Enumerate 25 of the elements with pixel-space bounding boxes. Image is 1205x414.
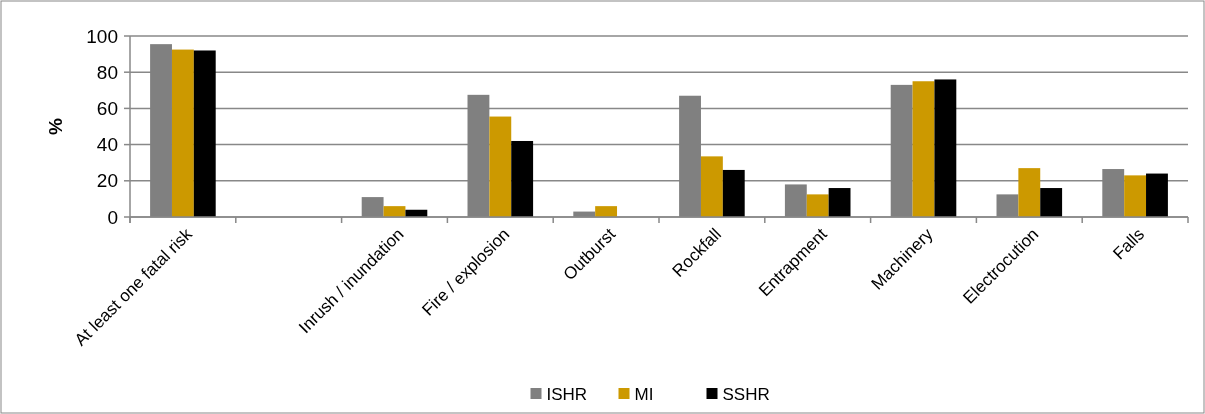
bar [489,116,512,217]
y-tick-label: 40 [96,134,118,156]
bar [193,50,216,217]
legend-label: ISHR [546,384,588,404]
bar [1018,168,1041,217]
y-tick-label: 0 [107,206,118,228]
legend-label: SSHR [722,384,770,404]
y-axis-title: % [45,117,66,135]
y-tick-label: 100 [86,25,118,47]
bar [511,140,534,217]
y-tick-label: 80 [96,61,118,83]
bar [171,49,194,217]
y-tick-label: 20 [96,170,118,192]
legend-label: MI [634,384,654,404]
bar [1146,173,1168,217]
bar [934,79,957,217]
bar [1040,188,1063,217]
bar [700,156,723,217]
bar [595,206,618,217]
bar [828,188,851,217]
bar [912,81,935,217]
y-tick-label: 60 [96,98,118,120]
bar [806,194,829,217]
bar [1124,175,1147,217]
bar [722,169,745,217]
